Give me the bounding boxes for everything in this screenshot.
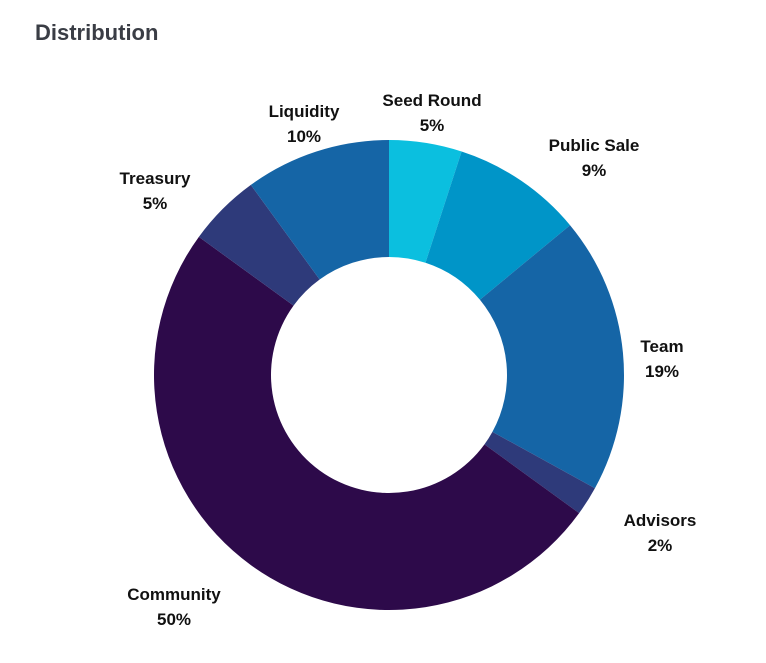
- slice-liquidity: [250, 140, 389, 280]
- slice-community: [154, 236, 580, 610]
- slice-team: [479, 225, 624, 489]
- slice-advisors: [484, 431, 595, 514]
- slice-value-label: 10%: [287, 127, 321, 146]
- slice-value-label: 5%: [420, 116, 445, 135]
- slice-label: Treasury: [120, 169, 191, 188]
- slice-seed-round: [389, 140, 462, 263]
- slice-label: Team: [640, 337, 683, 356]
- slice-value-label: 50%: [157, 610, 191, 629]
- slice-treasury: [198, 184, 320, 306]
- slice-public-sale: [425, 151, 571, 300]
- slice-value-label: 9%: [582, 161, 607, 180]
- slice-label: Advisors: [624, 511, 697, 530]
- slice-value-label: 19%: [645, 362, 679, 381]
- slice-label: Community: [127, 585, 221, 604]
- slice-value-label: 2%: [648, 536, 673, 555]
- slice-label: Liquidity: [269, 102, 340, 121]
- slice-value-label: 5%: [143, 194, 168, 213]
- chart-title: Distribution: [35, 20, 159, 45]
- slice-label: Public Sale: [549, 136, 640, 155]
- slice-label: Seed Round: [382, 91, 481, 110]
